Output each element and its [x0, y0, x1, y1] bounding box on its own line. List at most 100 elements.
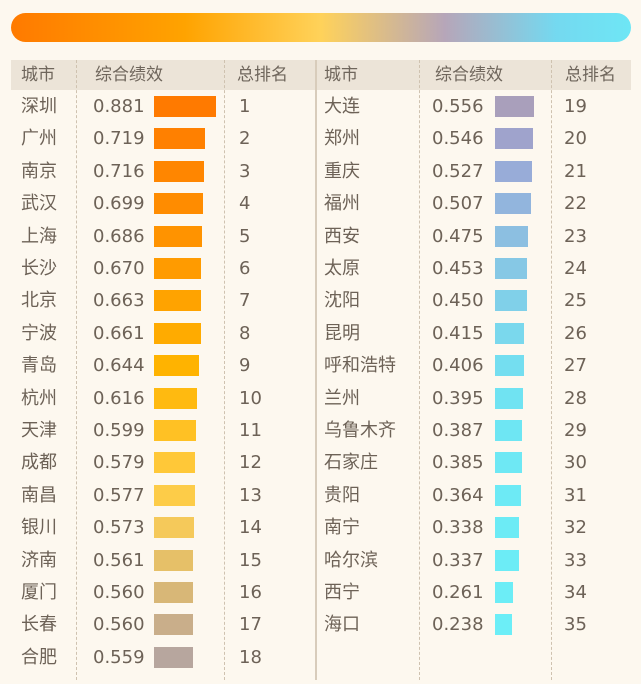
city-name: 乌鲁木齐 — [324, 420, 396, 441]
score-value: 0.507 — [432, 193, 484, 215]
rank-value: 11 — [239, 420, 262, 441]
rank-value: 24 — [564, 258, 587, 279]
rank-value: 35 — [564, 614, 587, 636]
score-bar — [495, 193, 531, 215]
score-bar — [154, 355, 199, 377]
score-value: 0.670 — [93, 258, 145, 279]
rank-value: 17 — [239, 614, 262, 636]
city-name: 长沙 — [21, 258, 57, 279]
score-value: 0.387 — [432, 420, 484, 441]
score-value: 0.599 — [93, 420, 145, 441]
score-bar — [154, 549, 193, 571]
city-name: 重庆 — [324, 160, 360, 182]
score-value: 0.663 — [93, 290, 145, 312]
rank-value: 28 — [564, 387, 587, 409]
city-name: 天津 — [21, 420, 57, 441]
city-name: 深圳 — [21, 96, 57, 117]
score-value: 0.661 — [93, 322, 145, 344]
score-value: 0.881 — [93, 96, 145, 117]
score-value: 0.337 — [432, 549, 484, 571]
rank-value: 12 — [239, 452, 262, 474]
city-name: 南宁 — [324, 517, 360, 539]
score-value: 0.453 — [432, 258, 484, 279]
column-divider — [76, 60, 77, 680]
rank-value: 25 — [564, 290, 587, 312]
score-value: 0.450 — [432, 290, 484, 312]
score-value: 0.577 — [93, 484, 145, 506]
column-divider — [224, 60, 225, 680]
score-bar — [495, 322, 524, 344]
city-name: 呼和浩特 — [324, 355, 396, 377]
score-value: 0.385 — [432, 452, 484, 474]
rank-value: 18 — [239, 646, 262, 668]
score-bar — [495, 420, 522, 441]
score-bar — [154, 128, 205, 150]
score-value: 0.699 — [93, 193, 145, 215]
city-name: 合肥 — [21, 646, 57, 668]
column-header: 总排名 — [565, 65, 616, 85]
city-name: 长春 — [21, 614, 57, 636]
rank-value: 10 — [239, 387, 262, 409]
score-bar — [154, 646, 193, 668]
score-value: 0.415 — [432, 322, 484, 344]
rank-value: 27 — [564, 355, 587, 377]
rank-value: 34 — [564, 582, 587, 603]
score-bar — [495, 614, 512, 636]
score-value: 0.406 — [432, 355, 484, 377]
city-name: 兰州 — [324, 387, 360, 409]
city-name: 宁波 — [21, 322, 57, 344]
rank-value: 29 — [564, 420, 587, 441]
rank-value: 7 — [239, 290, 251, 312]
city-name: 上海 — [21, 225, 57, 247]
rank-value: 4 — [239, 193, 251, 215]
score-bar — [154, 484, 195, 506]
city-name: 大连 — [324, 96, 360, 117]
score-bar — [495, 549, 519, 571]
score-value: 0.395 — [432, 387, 484, 409]
column-divider — [419, 60, 420, 680]
score-bar — [154, 96, 216, 117]
rank-value: 33 — [564, 549, 587, 571]
rank-value: 3 — [239, 160, 251, 182]
score-bar — [154, 322, 201, 344]
score-bar — [495, 290, 527, 312]
score-value: 0.561 — [93, 549, 145, 571]
city-name: 青岛 — [21, 355, 57, 377]
score-value: 0.579 — [93, 452, 145, 474]
rank-value: 30 — [564, 452, 587, 474]
rank-value: 21 — [564, 160, 587, 182]
score-bar — [495, 96, 534, 117]
score-value: 0.644 — [93, 355, 145, 377]
gradient-banner — [11, 13, 631, 42]
score-bar — [154, 225, 202, 247]
score-value: 0.527 — [432, 160, 484, 182]
column-header: 城市 — [324, 65, 358, 85]
center-divider — [315, 60, 317, 680]
score-bar — [154, 387, 197, 409]
city-name: 哈尔滨 — [324, 549, 378, 571]
score-bar — [495, 258, 527, 279]
city-name: 西宁 — [324, 582, 360, 603]
score-value: 0.338 — [432, 517, 484, 539]
score-value: 0.686 — [93, 225, 145, 247]
city-name: 广州 — [21, 128, 57, 150]
score-bar — [495, 452, 522, 474]
rank-value: 31 — [564, 484, 587, 506]
city-name: 济南 — [21, 549, 57, 571]
score-value: 0.559 — [93, 646, 145, 668]
rank-value: 23 — [564, 225, 587, 247]
rank-value: 22 — [564, 193, 587, 215]
column-header: 总排名 — [237, 65, 288, 85]
city-name: 郑州 — [324, 128, 360, 150]
rank-value: 2 — [239, 128, 251, 150]
score-value: 0.475 — [432, 225, 484, 247]
column-header: 城市 — [21, 65, 55, 85]
city-name: 南昌 — [21, 484, 57, 506]
score-value: 0.560 — [93, 582, 145, 603]
rank-value: 16 — [239, 582, 262, 603]
rank-value: 1 — [239, 96, 251, 117]
score-bar — [495, 128, 533, 150]
score-bar — [495, 517, 519, 539]
rank-value: 15 — [239, 549, 262, 571]
city-name: 银川 — [21, 517, 57, 539]
